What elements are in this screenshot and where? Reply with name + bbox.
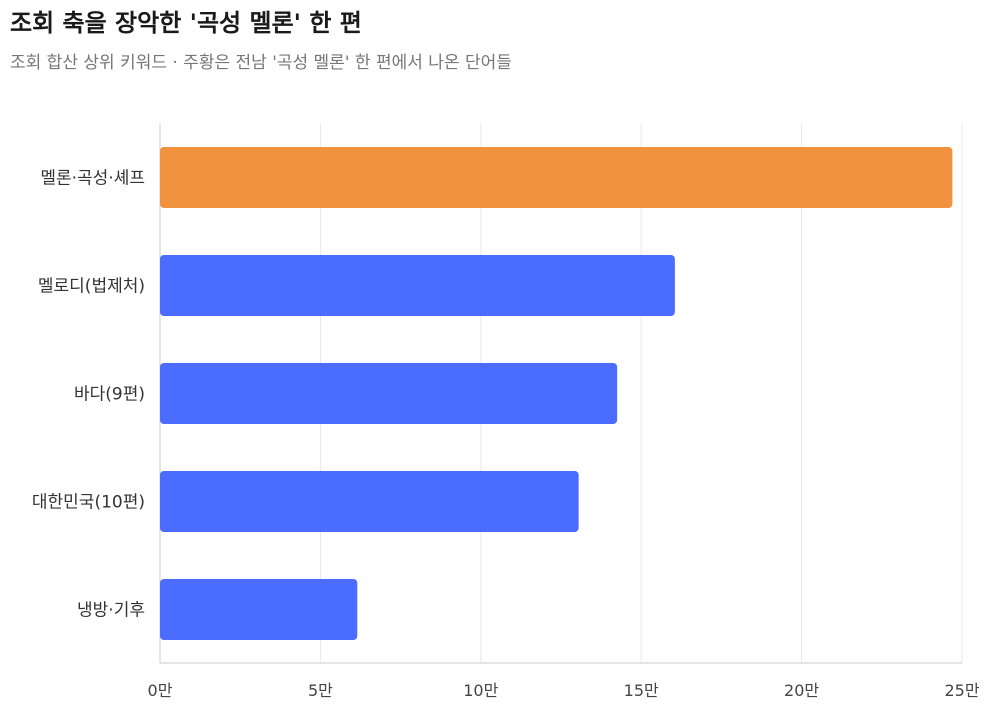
x-tick-label: 15만 — [624, 681, 659, 700]
category-label: 멜로디(법제처) — [38, 277, 145, 297]
bar — [160, 255, 675, 316]
bar — [160, 363, 618, 424]
x-tick-label: 0만 — [148, 681, 173, 700]
chart-subtitle: 조회 합산 상위 키워드 · 주황은 전남 '곡성 멜론' 한 편에서 나온 단… — [10, 53, 512, 73]
x-tick-label: 5만 — [308, 681, 333, 700]
bar — [160, 579, 358, 640]
x-tick-label: 25만 — [944, 681, 979, 700]
bar — [160, 471, 579, 532]
bar — [160, 147, 953, 208]
category-label: 대한민국(10편) — [32, 493, 145, 513]
x-tick-label: 20만 — [784, 681, 819, 700]
chart-title: 조회 축을 장악한 '곡성 멜론' 한 편 — [10, 9, 362, 37]
category-label: 냉방·기후 — [77, 601, 145, 621]
category-label: 멜론·곡성·셰프 — [40, 169, 145, 189]
x-tick-label: 10만 — [463, 681, 498, 700]
category-label: 바다(9편) — [74, 385, 145, 405]
